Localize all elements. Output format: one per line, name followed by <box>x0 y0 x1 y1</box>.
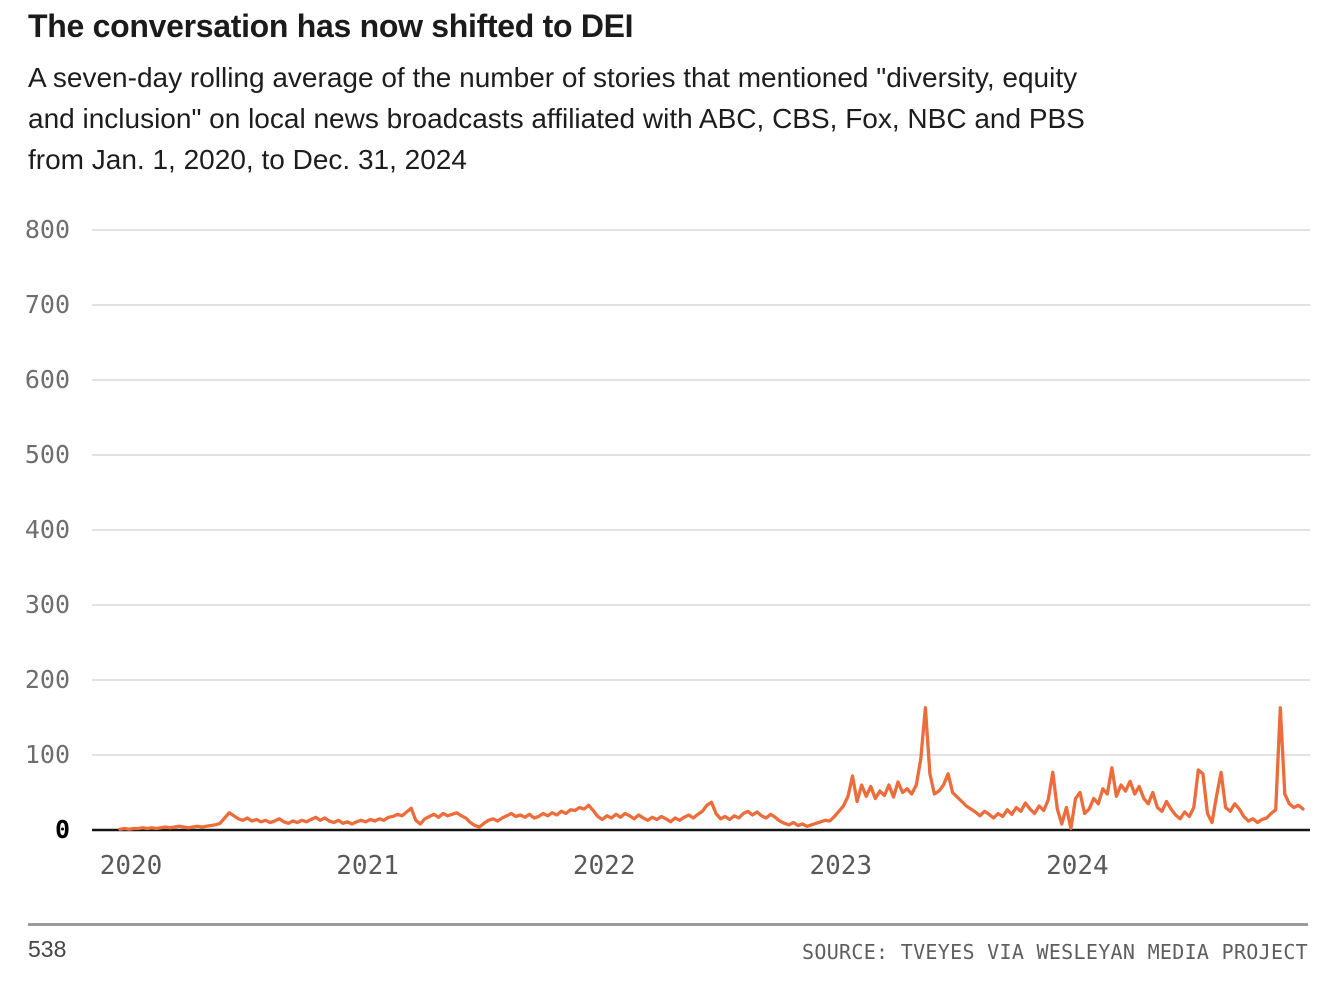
chart-subtitle: A seven-day rolling average of the numbe… <box>28 57 1085 180</box>
x-axis-tick-label: 2021 <box>336 851 399 881</box>
y-axis-tick-label: 600 <box>24 365 70 394</box>
chart-subtitle-line-2: and inclusion" on local news broadcasts … <box>28 103 1085 134</box>
x-axis-tick-label: 2022 <box>572 851 636 881</box>
x-axis-tick-label: 2020 <box>99 851 163 881</box>
y-axis-tick-label: 400 <box>24 515 70 544</box>
y-axis-tick-label: 0 <box>54 815 70 844</box>
footer-divider <box>28 923 1308 926</box>
chart-subtitle-line-3: from Jan. 1, 2020, to Dec. 31, 2024 <box>28 144 467 175</box>
y-axis-tick-label: 700 <box>24 290 70 319</box>
dei-mentions-line <box>118 706 1305 831</box>
chart-subtitle-line-1: A seven-day rolling average of the numbe… <box>28 62 1078 93</box>
y-axis-tick-label: 200 <box>24 665 70 694</box>
chart-title: The conversation has now shifted to DEI <box>28 8 634 44</box>
y-axis-tick-label: 500 <box>24 440 70 469</box>
y-axis-tick-label: 300 <box>24 590 70 619</box>
y-axis-tick-label: 100 <box>24 740 70 769</box>
x-axis-tick-label: 2024 <box>1046 851 1109 881</box>
x-axis-tick-label: 2023 <box>809 851 873 881</box>
y-axis-tick-label: 800 <box>24 215 70 244</box>
brand-logo-538: 538 <box>28 936 67 962</box>
source-credit: SOURCE: TVEYES VIA WESLEYAN MEDIA PROJEC… <box>802 940 1308 964</box>
